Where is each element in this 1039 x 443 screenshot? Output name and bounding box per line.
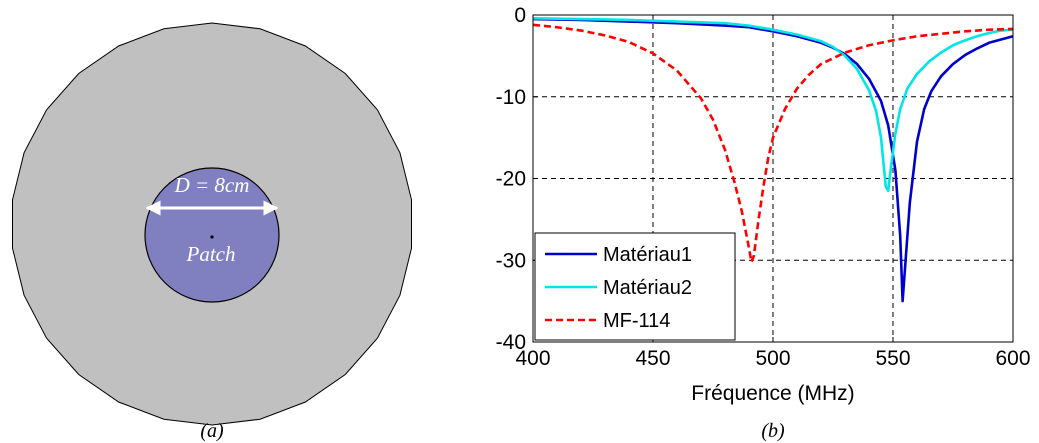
y-tick-label: -20 bbox=[496, 168, 526, 191]
x-tick-label: 600 bbox=[995, 347, 1030, 370]
x-tick-label: 500 bbox=[755, 347, 790, 370]
y-tick-label: 0 bbox=[514, 4, 526, 27]
legend: Matériau1 Matériau2 MF-114 bbox=[534, 232, 736, 341]
legend-label: Matériau1 bbox=[603, 244, 692, 266]
patch-label: Patch bbox=[186, 242, 236, 266]
legend-label: MF-114 bbox=[603, 310, 670, 332]
x-tick-label: 550 bbox=[875, 347, 910, 370]
caption-b: (b) bbox=[761, 420, 785, 442]
figure-a: D = 8cm Patch (a) bbox=[12, 22, 412, 442]
series-line-3 bbox=[532, 23, 1014, 264]
y-tick-label: -30 bbox=[496, 249, 526, 272]
y-tick-label: -10 bbox=[496, 86, 526, 109]
series-layer bbox=[532, 16, 1014, 303]
diameter-label: D = 8cm bbox=[174, 173, 250, 197]
x-tick-label: 400 bbox=[515, 347, 550, 370]
series-line-1 bbox=[532, 17, 1014, 303]
x-axis-label: Fréquence (MHz) bbox=[691, 382, 854, 405]
legend-label: Matériau2 bbox=[603, 277, 692, 299]
y-tick-label: -40 bbox=[496, 331, 526, 354]
x-tick-label: 450 bbox=[635, 347, 670, 370]
series-line-2 bbox=[532, 16, 1014, 193]
caption-a: (a) bbox=[200, 420, 224, 442]
grid bbox=[533, 15, 1013, 342]
axis-ticks: 400 450 500 550 600 0 -10 -20 -30 -40 bbox=[496, 4, 1031, 370]
feed-point bbox=[210, 235, 214, 239]
